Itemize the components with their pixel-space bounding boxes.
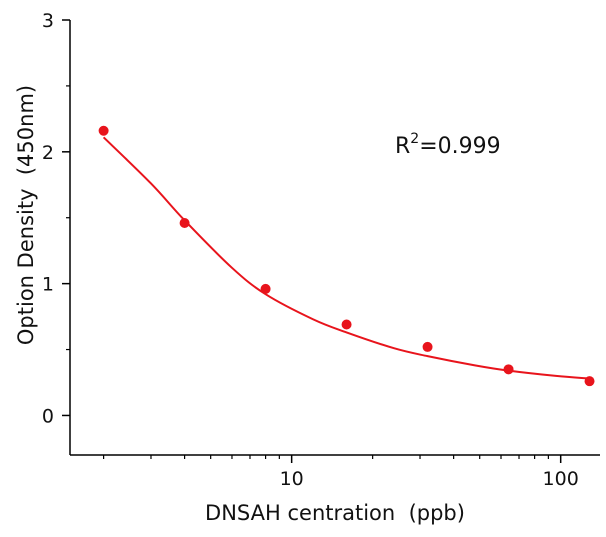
x-axis-label: DNSAH centration (ppb) — [205, 501, 465, 525]
data-point — [179, 218, 190, 228]
data-point — [341, 319, 352, 330]
y-tick-label: 3 — [42, 10, 54, 32]
y-tick-label: 0 — [42, 405, 54, 427]
y-tick-label: 2 — [42, 142, 54, 164]
annotation-sup: 2 — [410, 131, 419, 147]
annotation: R2=0.999 — [395, 131, 501, 159]
data-point — [98, 125, 109, 136]
x-tick-label: 100 — [543, 468, 579, 490]
annotation-rest: =0.999 — [419, 134, 500, 159]
y-axis-label: Option Density (450nm) — [14, 85, 38, 345]
x-tick-label: 10 — [280, 468, 304, 490]
y-tick-label: 1 — [42, 274, 54, 296]
data-point — [422, 341, 433, 352]
annotation-base: R — [395, 134, 410, 159]
fit-curve — [102, 136, 590, 380]
